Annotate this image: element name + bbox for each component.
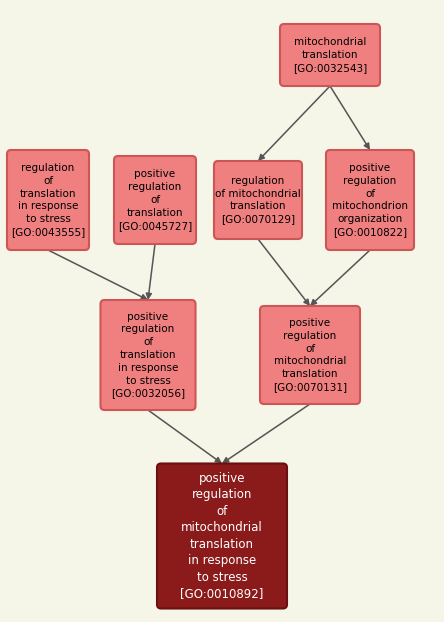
Text: positive
regulation
of
translation
in response
to stress
[GO:0032056]: positive regulation of translation in re…: [111, 312, 185, 399]
Text: positive
regulation
of
mitochondrial
translation
in response
to stress
[GO:00108: positive regulation of mitochondrial tra…: [180, 471, 264, 600]
FancyBboxPatch shape: [114, 156, 196, 244]
FancyBboxPatch shape: [100, 300, 195, 410]
FancyBboxPatch shape: [280, 24, 380, 86]
Text: mitochondrial
translation
[GO:0032543]: mitochondrial translation [GO:0032543]: [293, 37, 367, 73]
FancyBboxPatch shape: [214, 161, 302, 239]
Text: regulation
of mitochondrial
translation
[GO:0070129]: regulation of mitochondrial translation …: [215, 176, 301, 224]
FancyBboxPatch shape: [260, 306, 360, 404]
FancyBboxPatch shape: [7, 150, 89, 250]
Text: positive
regulation
of
translation
[GO:0045727]: positive regulation of translation [GO:0…: [118, 169, 192, 231]
FancyBboxPatch shape: [157, 463, 287, 608]
Text: regulation
of
translation
in response
to stress
[GO:0043555]: regulation of translation in response to…: [11, 163, 85, 237]
Text: positive
regulation
of
mitochondrial
translation
[GO:0070131]: positive regulation of mitochondrial tra…: [273, 318, 347, 392]
Text: positive
regulation
of
mitochondrion
organization
[GO:0010822]: positive regulation of mitochondrion org…: [332, 163, 408, 237]
FancyBboxPatch shape: [326, 150, 414, 250]
